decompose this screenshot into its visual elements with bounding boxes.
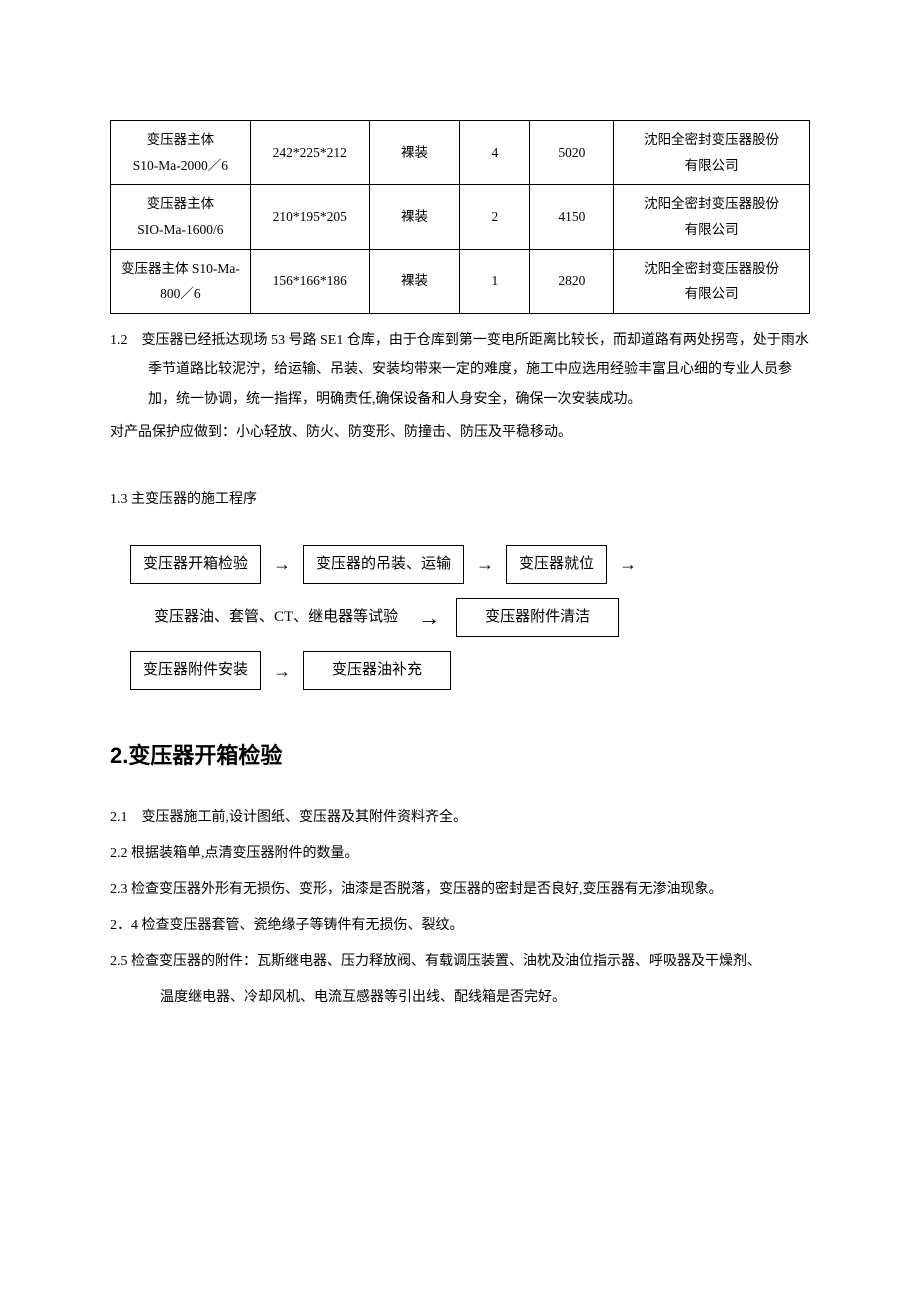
cell-dim: 210*195*205 — [250, 185, 369, 249]
section-2-title: 2.变压器开箱检验 — [110, 736, 810, 776]
flow-row-3: 变压器附件安装 → 变压器油补充 — [130, 651, 810, 690]
para-label: 1.2 — [110, 333, 128, 348]
list-item: 2.5 检查变压器的附件：瓦斯继电器、压力释放阀、有载调压装置、油枕及油位指示器… — [110, 948, 810, 976]
cell-qty: 2 — [460, 185, 530, 249]
arrow-right-icon: → — [271, 655, 293, 687]
flow-box: 变压器的吊装、运输 — [303, 545, 464, 584]
table-row: 变压器主体 SIO-Ma-1600/6 210*195*205 裸装 2 415… — [111, 185, 810, 249]
cell-wt: 5020 — [530, 121, 614, 185]
section-1-3-title: 1.3 主变压器的施工程序 — [110, 485, 810, 514]
table-row: 变压器主体 S10-Ma- 800／6 156*166*186 裸装 1 282… — [111, 249, 810, 313]
cell-mfr: 沈阳全密封变压器股份 有限公司 — [614, 121, 810, 185]
cell-qty: 4 — [460, 121, 530, 185]
flow-box: 变压器附件安装 — [130, 651, 261, 690]
list-item: 2.2 根据装箱单,点清变压器附件的数量。 — [110, 840, 810, 868]
paragraph-1-2: 1.2 变压器已经抵达现场 53 号路 SE1 仓库，由于仓库到第一变电所距离比… — [110, 326, 810, 414]
cell-pack: 裸装 — [369, 185, 460, 249]
flow-row-1: 变压器开箱检验 → 变压器的吊装、运输 → 变压器就位 → — [130, 545, 810, 584]
arrow-right-icon: → — [271, 548, 293, 580]
flow-box: 变压器附件清洁 — [456, 598, 619, 637]
cell-mfr: 沈阳全密封变压器股份 有限公司 — [614, 185, 810, 249]
arrow-right-icon: → — [474, 548, 496, 580]
flow-row-2: 变压器油、套管、CT、继电器等试验 → 变压器附件清洁 — [150, 598, 810, 638]
cell-name: 变压器主体 S10-Ma- 800／6 — [111, 249, 251, 313]
flow-box: 变压器油补充 — [303, 651, 451, 690]
cell-qty: 1 — [460, 249, 530, 313]
cell-dim: 242*225*212 — [250, 121, 369, 185]
cell-mfr: 沈阳全密封变压器股份 有限公司 — [614, 249, 810, 313]
cell-wt: 4150 — [530, 185, 614, 249]
flow-text: 变压器油、套管、CT、继电器等试验 — [150, 599, 402, 636]
equipment-table: 变压器主体 S10-Ma-2000／6 242*225*212 裸装 4 502… — [110, 120, 810, 314]
cell-pack: 裸装 — [369, 249, 460, 313]
list-item-continuation: 温度继电器、冷却风机、电流互感器等引出线、配线箱是否完好。 — [110, 984, 810, 1012]
flow-box: 变压器开箱检验 — [130, 545, 261, 584]
list-item: 2．4 检查变压器套管、瓷绝缘子等铸件有无损伤、裂纹。 — [110, 912, 810, 940]
table-row: 变压器主体 S10-Ma-2000／6 242*225*212 裸装 4 502… — [111, 121, 810, 185]
cell-dim: 156*166*186 — [250, 249, 369, 313]
arrow-right-icon: → — [412, 598, 446, 638]
flow-box: 变压器就位 — [506, 545, 607, 584]
cell-pack: 裸装 — [369, 121, 460, 185]
list-item: 2.1 变压器施工前,设计图纸、变压器及其附件资料齐全。 — [110, 804, 810, 832]
list-item: 2.3 检查变压器外形有无损伤、变形，油漆是否脱落，变压器的密封是否良好,变压器… — [110, 876, 810, 904]
arrow-right-icon: → — [617, 548, 639, 580]
cell-name: 变压器主体 S10-Ma-2000／6 — [111, 121, 251, 185]
paragraph-protect: 对产品保护应做到：小心轻放、防火、防变形、防撞击、防压及平稳移动。 — [110, 418, 810, 447]
para-text: 变压器已经抵达现场 53 号路 SE1 仓库，由于仓库到第一变电所距离比较长，而… — [142, 333, 809, 407]
flowchart: 变压器开箱检验 → 变压器的吊装、运输 → 变压器就位 → 变压器油、套管、CT… — [110, 545, 810, 691]
cell-wt: 2820 — [530, 249, 614, 313]
cell-name: 变压器主体 SIO-Ma-1600/6 — [111, 185, 251, 249]
